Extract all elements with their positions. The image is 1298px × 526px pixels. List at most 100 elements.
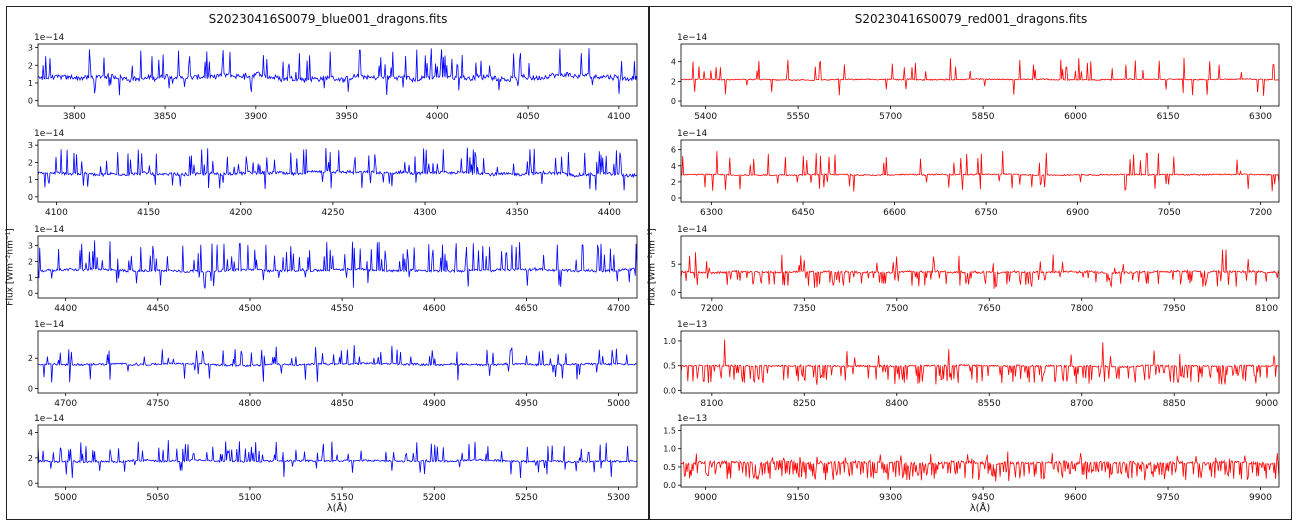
x-tick-label: 5200 (423, 493, 446, 503)
y-offset-label: 1e−13 (677, 414, 707, 424)
axes-frame (37, 139, 638, 203)
x-tick-label: 6000 (1064, 112, 1087, 122)
x-tick-label: 4850 (331, 399, 354, 409)
x-tick-label: 4700 (607, 304, 630, 314)
x-tick-label: 5850 (972, 112, 995, 122)
y-tick-label: 3 (28, 242, 33, 251)
x-tick-label: 6300 (1249, 112, 1272, 122)
y-offset-label: 1e−14 (677, 33, 708, 43)
x-tick-label: 5400 (694, 112, 717, 122)
x-tick-label: 4800 (239, 399, 262, 409)
blue-figure-title: S20230416S0079_blue001_dragons.fits (208, 12, 448, 26)
y-offset-label: 1e−14 (34, 225, 65, 235)
x-tick-label: 4400 (54, 304, 77, 314)
axes-frame (680, 424, 1280, 488)
x-tick-label: 8100 (1255, 304, 1278, 314)
x-tick-label: 8550 (978, 399, 1001, 409)
spectrum-line-8 (681, 249, 1279, 289)
spectrum-panel-8: 7200 7350 7500 7650 7800 7950 8100 0 5 1e−14 (671, 225, 1280, 314)
x-tick-label: 3850 (154, 112, 177, 122)
axes-frame (37, 330, 638, 394)
x-tick-label: 9450 (972, 493, 995, 503)
spectrum-line-7 (681, 150, 1279, 192)
x-tick-label: 6900 (1066, 208, 1089, 218)
spectrum-line-10 (681, 451, 1279, 482)
x-tick-label: 7050 (1158, 208, 1181, 218)
y-tick-label: 4 (28, 429, 33, 438)
x-tick-label: 3900 (244, 112, 267, 122)
red-x-axis-label: λ(Å) (969, 503, 991, 514)
y-tick-label: 0.5 (663, 463, 676, 472)
y-tick-label: 6 (671, 146, 676, 155)
x-tick-label: 5150 (331, 493, 354, 503)
y-tick-label: 1 (28, 273, 33, 282)
x-tick-label: 4450 (146, 304, 169, 314)
x-tick-label: 7200 (700, 304, 723, 314)
y-tick-label: 0 (671, 288, 676, 297)
y-offset-label: 1e−14 (34, 320, 65, 330)
axes-frame (680, 43, 1280, 107)
spectrum-panel-7: 6300 6450 6600 6750 6900 7050 7200 0 2 4 61e−14 (671, 129, 1280, 218)
y-tick-label: 0.5 (663, 362, 676, 371)
spectrum-panel-2: 4100 4150 4200 4250 4300 4350 4400 0 1 2 31e−14 (28, 129, 638, 218)
y-tick-label: 1.5 (663, 426, 676, 435)
spectrum-panel-5: 5000 5050 5100 5150 5200 5250 5300 0 2 41e−14 (28, 414, 638, 503)
axes-frame (680, 235, 1280, 299)
x-tick-label: 5250 (515, 493, 538, 503)
y-tick-label: 2 (28, 61, 33, 70)
x-tick-label: 8100 (700, 399, 723, 409)
x-tick-label: 5050 (146, 493, 169, 503)
y-offset-label: 1e−13 (677, 320, 707, 330)
red-figure-frame (649, 6, 1292, 520)
x-tick-label: 3950 (335, 112, 358, 122)
spectrum-panel-6: 5400 5550 5700 5850 6000 6150 6300 0 2 4 1e−14 (671, 33, 1280, 122)
x-tick-label: 8250 (793, 399, 816, 409)
spectrum-line-2 (38, 147, 637, 191)
y-tick-label: 1 (28, 176, 33, 185)
spectrum-line-4 (38, 345, 637, 383)
y-offset-label: 1e−14 (34, 33, 65, 43)
x-tick-label: 4100 (45, 208, 68, 218)
y-tick-label: 2 (28, 354, 33, 363)
y-offset-label: 1e−14 (34, 129, 65, 139)
y-tick-label: 5 (671, 260, 676, 269)
spectrum-line-6 (681, 57, 1279, 96)
y-tick-label: 2 (28, 257, 33, 266)
y-offset-label: 1e−14 (677, 225, 708, 235)
x-tick-label: 4250 (321, 208, 344, 218)
spectrum-panel-4: 4700 4750 4800 4850 4900 4950 5000 0 2 1e−14 (28, 320, 638, 409)
spectrum-line-5 (38, 440, 637, 479)
x-tick-label: 5000 (607, 399, 630, 409)
y-tick-label: 2 (28, 158, 33, 167)
x-tick-label: 6450 (792, 208, 815, 218)
x-tick-label: 4700 (54, 399, 77, 409)
x-tick-label: 9000 (1255, 399, 1278, 409)
y-tick-label: 3 (28, 44, 33, 53)
x-tick-label: 4200 (229, 208, 252, 218)
x-tick-label: 9750 (1157, 493, 1180, 503)
x-tick-label: 4000 (426, 112, 449, 122)
y-offset-label: 1e−14 (34, 414, 65, 424)
x-tick-label: 4150 (137, 208, 160, 218)
y-tick-label: 0 (28, 289, 33, 298)
x-tick-label: 5300 (607, 493, 630, 503)
x-tick-label: 7350 (793, 304, 816, 314)
spectrum-line-1 (38, 48, 637, 96)
x-tick-label: 8400 (885, 399, 908, 409)
x-tick-label: 4550 (331, 304, 354, 314)
spectrum-panel-1: 3800 3850 3900 3950 4000 4050 4100 0 1 2 31e−14 (28, 33, 638, 122)
y-tick-label: 2 (671, 77, 676, 86)
axes-frame (37, 424, 638, 488)
x-tick-label: 8850 (1163, 399, 1186, 409)
y-tick-label: 3 (28, 141, 33, 150)
x-tick-label: 9900 (1249, 493, 1272, 503)
y-tick-label: 0 (28, 97, 33, 106)
x-tick-label: 7650 (978, 304, 1001, 314)
spectrum-line-9 (681, 339, 1279, 385)
x-tick-label: 6300 (700, 208, 723, 218)
x-tick-label: 4100 (607, 112, 630, 122)
x-tick-label: 5550 (787, 112, 810, 122)
y-tick-label: 4 (671, 162, 676, 171)
x-tick-label: 4500 (239, 304, 262, 314)
y-tick-label: 1.0 (663, 445, 676, 454)
